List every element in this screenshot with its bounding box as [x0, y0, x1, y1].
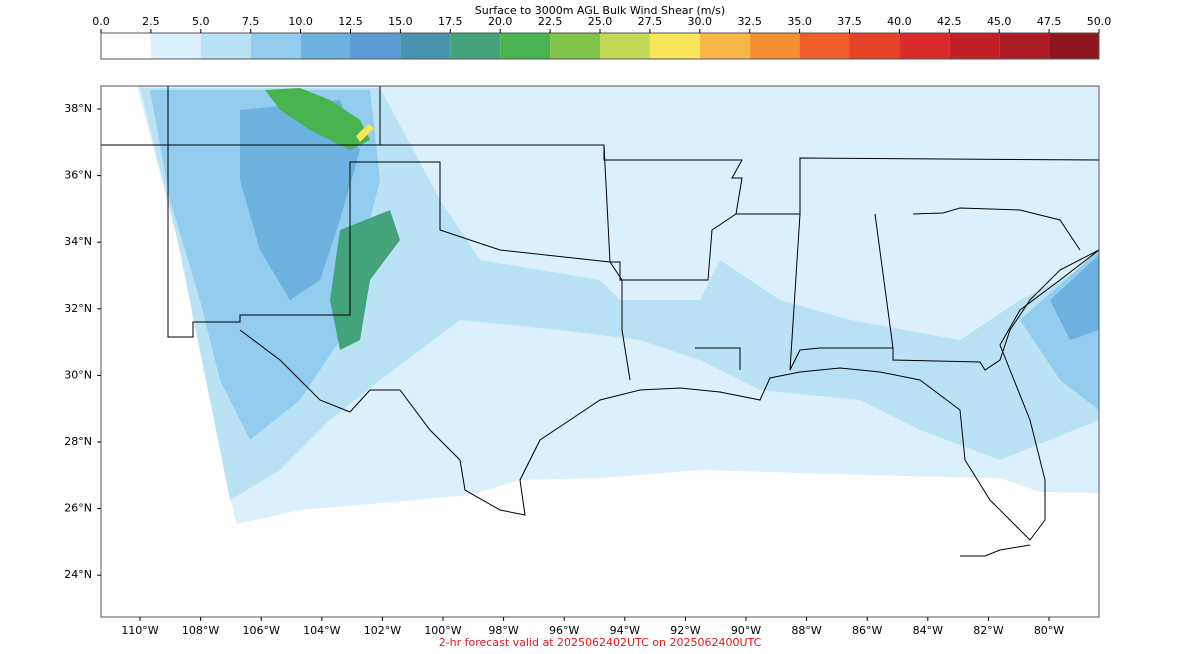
colorbar-segment: [649, 33, 700, 59]
colorbar-segment: [450, 33, 501, 59]
coastline: [239, 249, 1100, 541]
lon-tick-label: 86°W: [852, 624, 882, 637]
colorbar-tick-label: 5.0: [192, 15, 210, 28]
colorbar-tick-label: 45.0: [987, 15, 1012, 28]
map-axes: 38°N 36°N 34°N 32°N 30°N 28°N 26°N 24°N 110°W 108…: [64, 102, 1064, 637]
coastline: [960, 544, 1031, 557]
colorbar-tick-label: 17.5: [438, 15, 463, 28]
colorbar-segment: [799, 33, 850, 59]
lat-tick-label: 32°N: [64, 302, 92, 315]
state-borders: [789, 213, 1100, 371]
lon-tick-label: 82°W: [973, 624, 1003, 637]
colorbar-tick-label: 20.0: [488, 15, 513, 28]
lat-tick-label: 34°N: [64, 235, 92, 248]
field-blue4: [1050, 255, 1099, 340]
state-borders: [167, 86, 631, 381]
colorbar-segment: [999, 33, 1050, 59]
lon-tick-label: 110°W: [121, 624, 158, 637]
lon-tick-label: 94°W: [610, 624, 640, 637]
colorbar-segment: [550, 33, 600, 59]
lon-tick-label: 104°W: [303, 624, 340, 637]
colorbar-segment: [300, 33, 351, 59]
colorbar-tick-label: 32.5: [737, 15, 762, 28]
lon-tick-label: 100°W: [424, 624, 461, 637]
lat-tick-label: 28°N: [64, 435, 92, 448]
colorbar-segment: [600, 33, 650, 59]
colorbar-tick-label: 10.0: [288, 15, 313, 28]
colorbar-segment: [101, 33, 151, 59]
colorbar-segment: [350, 33, 401, 59]
state-borders: [874, 213, 894, 349]
lat-tick-label: 24°N: [64, 568, 92, 581]
colorbar-segment: [400, 33, 451, 59]
lon-tick-label: 108°W: [182, 624, 219, 637]
colorbar-tick-label: 42.5: [937, 15, 962, 28]
field-yellow: [356, 124, 374, 142]
colorbar-tick-label: 22.5: [538, 15, 563, 28]
colorbar-segment: [949, 33, 1000, 59]
lat-tick-label: 38°N: [64, 102, 92, 115]
lon-tick-label: 90°W: [731, 624, 761, 637]
lat-tick-label: 30°N: [64, 368, 92, 381]
colorbar-segment: [699, 33, 750, 59]
state-borders: [603, 144, 737, 281]
lon-tick-label: 96°W: [549, 624, 579, 637]
colorbar-segment: [200, 33, 251, 59]
colorbar-segment: [899, 33, 950, 59]
colorbar-tick-label: 0.0: [92, 15, 110, 28]
colorbar-tick-label: 50.0: [1087, 15, 1112, 28]
colorbar-tick-label: 40.0: [887, 15, 912, 28]
colorbar-tick-label: 37.5: [837, 15, 862, 28]
map: [100, 85, 1100, 618]
colorbar-tick-label: 30.0: [688, 15, 713, 28]
lon-tick-label: 88°W: [791, 624, 821, 637]
map-frame: [100, 85, 1100, 618]
colorbar: 0.0 2.5 5.0 7.5 10.0 12.5 15.0 17.5 20.0 22.5 25.0…: [92, 15, 1112, 60]
colorbar-tick-label: 25.0: [588, 15, 613, 28]
forecast-footer: 2-hr forecast valid at 2025062402UTC on …: [439, 636, 762, 649]
colorbar-segment: [500, 33, 551, 59]
field-blue2: [240, 100, 360, 300]
colorbar-title: Surface to 3000m AGL Bulk Wind Shear (m/…: [475, 4, 725, 17]
colorbar-tick-label: 12.5: [338, 15, 363, 28]
colorbar-segment: [1049, 33, 1099, 59]
lon-tick-label: 92°W: [670, 624, 700, 637]
state-borders: [695, 347, 741, 370]
colorbar-segment: [849, 33, 900, 59]
colorbar-tick-label: 47.5: [1037, 15, 1062, 28]
lat-tick-label: 36°N: [64, 169, 92, 182]
lon-tick-label: 84°W: [913, 624, 943, 637]
colorbar-tick-label: 35.0: [787, 15, 812, 28]
field-green2: [265, 88, 370, 150]
colorbar-segment: [150, 33, 201, 59]
colorbar-tick-label: 2.5: [142, 15, 160, 28]
lat-tick-label: 26°N: [64, 502, 92, 515]
colorbar-segment: [250, 33, 301, 59]
lon-tick-label: 80°W: [1034, 624, 1064, 637]
colorbar-tick-label: 15.0: [388, 15, 413, 28]
state-borders: [912, 207, 1081, 251]
lon-tick-label: 106°W: [243, 624, 280, 637]
colorbar-tick-label: 7.5: [242, 15, 260, 28]
lon-tick-label: 98°W: [488, 624, 518, 637]
lon-tick-label: 102°W: [364, 624, 401, 637]
colorbar-segment: [749, 33, 800, 59]
field-mid: [140, 88, 1099, 500]
colorbar-tick-label: 27.5: [638, 15, 663, 28]
